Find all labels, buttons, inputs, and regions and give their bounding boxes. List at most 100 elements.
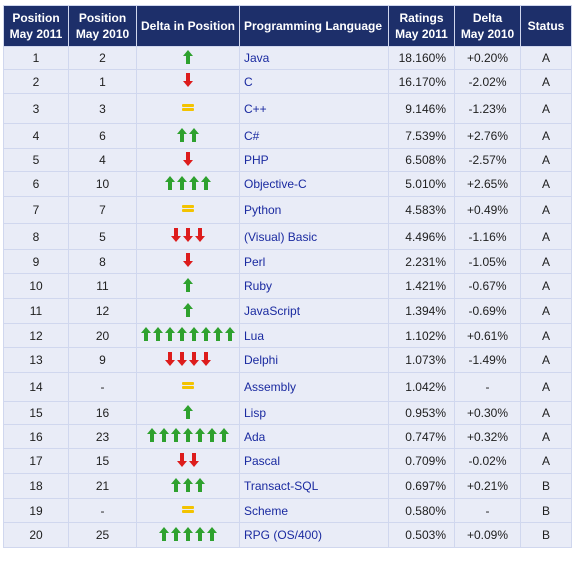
cell-rating: 9.146% bbox=[388, 93, 455, 124]
cell-delta-in-position bbox=[136, 171, 240, 197]
cell-delta-in-position bbox=[136, 372, 240, 402]
cell-position-2010: 23 bbox=[68, 424, 137, 449]
cell-position-2011: 18 bbox=[3, 473, 69, 499]
cell-delta-in-position bbox=[136, 93, 240, 124]
cell-delta-in-position bbox=[136, 522, 240, 548]
cell-position-2010: 12 bbox=[68, 298, 137, 324]
cell-position-2010: - bbox=[68, 372, 137, 402]
programming-language-ranking-table: Position May 2011 Position May 2010 Delta … bbox=[3, 5, 572, 548]
table-row: 4 6 C# 7.539% +2.76% A bbox=[3, 123, 572, 149]
cell-delta-in-position bbox=[136, 273, 240, 299]
header-delta: Delta May 2010 bbox=[454, 5, 521, 47]
cell-position-2011: 5 bbox=[3, 148, 69, 172]
cell-programming-language: Pascal bbox=[239, 448, 389, 474]
cell-rating: 0.580% bbox=[388, 498, 455, 523]
arrow-up-icon bbox=[177, 327, 187, 341]
cell-position-2011: 14 bbox=[3, 372, 69, 402]
header-ratings: Ratings May 2011 bbox=[388, 5, 455, 47]
cell-status: A bbox=[520, 273, 572, 299]
cell-rating: 0.747% bbox=[388, 424, 455, 449]
cell-delta-in-position bbox=[136, 148, 240, 172]
table-row: 7 7 Python 4.583% +0.49% A bbox=[3, 196, 572, 224]
delta-indicator bbox=[171, 228, 205, 242]
cell-programming-language: C bbox=[239, 69, 389, 94]
cell-delta: -2.57% bbox=[454, 148, 521, 172]
cell-rating: 4.583% bbox=[388, 196, 455, 224]
cell-programming-language: C# bbox=[239, 123, 389, 149]
cell-delta: +2.65% bbox=[454, 171, 521, 197]
equal-icon bbox=[182, 381, 194, 391]
cell-rating: 1.102% bbox=[388, 323, 455, 348]
cell-delta-in-position bbox=[136, 46, 240, 70]
cell-delta: +0.32% bbox=[454, 424, 521, 449]
cell-position-2010: 11 bbox=[68, 273, 137, 299]
cell-programming-language: Lisp bbox=[239, 401, 389, 425]
cell-programming-language: PHP bbox=[239, 148, 389, 172]
delta-indicator bbox=[141, 327, 235, 341]
arrow-up-icon bbox=[189, 327, 199, 341]
cell-rating: 16.170% bbox=[388, 69, 455, 94]
arrow-up-icon bbox=[207, 428, 217, 442]
cell-position-2011: 7 bbox=[3, 196, 69, 224]
table-header: Position May 2011 Position May 2010 Delta … bbox=[3, 5, 572, 47]
cell-rating: 5.010% bbox=[388, 171, 455, 197]
cell-rating: 1.421% bbox=[388, 273, 455, 299]
cell-status: A bbox=[520, 93, 572, 124]
cell-rating: 18.160% bbox=[388, 46, 455, 70]
cell-delta-in-position bbox=[136, 123, 240, 149]
delta-indicator bbox=[171, 477, 205, 492]
arrow-up-icon bbox=[195, 526, 205, 541]
arrow-up-icon bbox=[159, 428, 169, 442]
table-row: 12 20 Lua 1.102% +0.61% A bbox=[3, 323, 572, 348]
arrow-down-icon bbox=[195, 228, 205, 242]
cell-position-2010: 21 bbox=[68, 473, 137, 499]
header-row: Position May 2011 Position May 2010 Delta … bbox=[3, 5, 572, 47]
cell-delta-in-position bbox=[136, 498, 240, 523]
delta-indicator bbox=[177, 127, 199, 142]
arrow-down-icon bbox=[183, 73, 193, 87]
cell-position-2010: 9 bbox=[68, 347, 137, 373]
arrow-down-icon bbox=[189, 452, 199, 467]
cell-status: B bbox=[520, 522, 572, 548]
delta-indicator bbox=[183, 253, 193, 267]
cell-status: A bbox=[520, 69, 572, 94]
cell-delta-in-position bbox=[136, 223, 240, 250]
cell-delta: +0.30% bbox=[454, 401, 521, 425]
cell-status: A bbox=[520, 347, 572, 373]
table-row: 11 12 JavaScript 1.394% -0.69% A bbox=[3, 298, 572, 324]
arrow-up-icon bbox=[225, 327, 235, 341]
arrow-up-icon bbox=[207, 526, 217, 541]
cell-rating: 1.394% bbox=[388, 298, 455, 324]
cell-status: B bbox=[520, 473, 572, 499]
arrow-up-icon bbox=[201, 175, 211, 190]
arrow-down-icon bbox=[183, 151, 193, 166]
arrow-up-icon bbox=[177, 127, 187, 142]
arrow-up-icon bbox=[219, 428, 229, 442]
cell-position-2010: 2 bbox=[68, 46, 137, 70]
cell-position-2011: 2 bbox=[3, 69, 69, 94]
header-programming-language: Programming Language bbox=[239, 5, 389, 47]
cell-delta-in-position bbox=[136, 448, 240, 474]
table-row: 5 4 PHP 6.508% -2.57% A bbox=[3, 148, 572, 172]
header-position-2011: Position May 2011 bbox=[3, 5, 69, 47]
table-row: 17 15 Pascal 0.709% -0.02% A bbox=[3, 448, 572, 474]
cell-programming-language: Java bbox=[239, 46, 389, 70]
cell-delta: -1.23% bbox=[454, 93, 521, 124]
cell-delta-in-position bbox=[136, 347, 240, 373]
cell-rating: 2.231% bbox=[388, 249, 455, 274]
table-row: 16 23 Ada 0.747% +0.32% A bbox=[3, 424, 572, 449]
equal-icon bbox=[182, 204, 194, 214]
arrow-up-icon bbox=[213, 327, 223, 341]
cell-position-2010: 6 bbox=[68, 123, 137, 149]
equal-icon bbox=[182, 505, 194, 515]
cell-delta: -2.02% bbox=[454, 69, 521, 94]
arrow-up-icon bbox=[183, 404, 193, 419]
cell-position-2011: 11 bbox=[3, 298, 69, 324]
arrow-up-icon bbox=[183, 526, 193, 541]
cell-delta: -0.69% bbox=[454, 298, 521, 324]
arrow-up-icon bbox=[165, 175, 175, 190]
cell-rating: 7.539% bbox=[388, 123, 455, 149]
delta-indicator bbox=[183, 302, 193, 317]
cell-delta: +0.20% bbox=[454, 46, 521, 70]
arrow-up-icon bbox=[141, 327, 151, 341]
